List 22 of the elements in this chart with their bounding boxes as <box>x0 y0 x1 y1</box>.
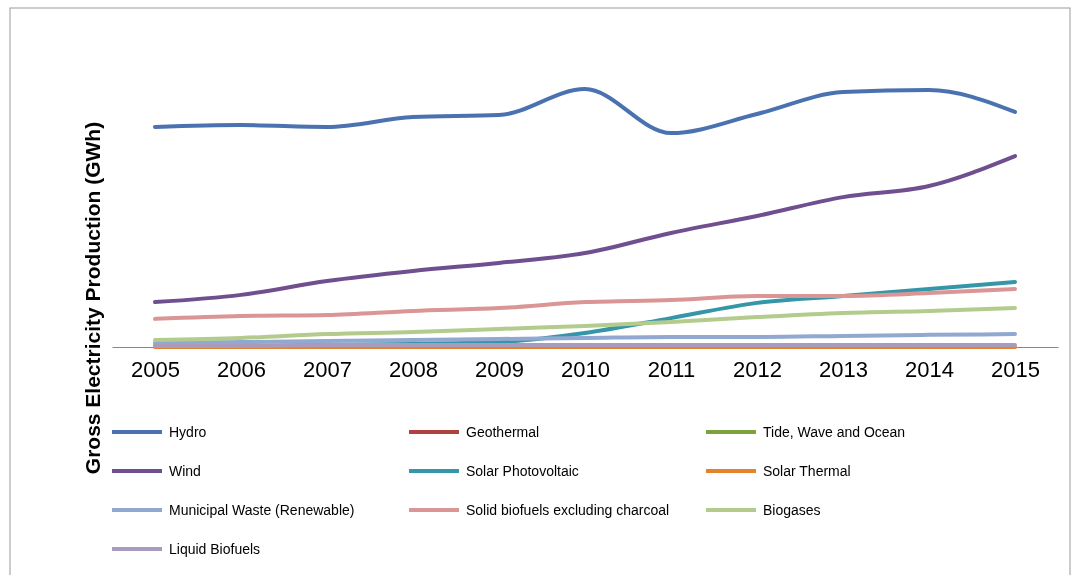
x-tick-label: 2012 <box>733 356 782 382</box>
legend-label: Solar Photovoltaic <box>466 463 579 479</box>
x-tick-label: 2009 <box>475 356 524 382</box>
x-tick-label: 2005 <box>131 356 180 382</box>
x-tick-label: 2008 <box>389 356 438 382</box>
legend-label: Solid biofuels excluding charcoal <box>466 502 670 518</box>
x-tick-label: 2007 <box>303 356 352 382</box>
legend-label: Solar Thermal <box>763 463 851 479</box>
x-tick-label: 2006 <box>217 356 266 382</box>
legend-label: Biogases <box>763 502 821 518</box>
x-tick-label: 2015 <box>991 356 1040 382</box>
x-tick-label: 2010 <box>561 356 610 382</box>
legend-label: Municipal Waste (Renewable) <box>169 502 355 518</box>
x-tick-label: 2011 <box>647 356 696 382</box>
x-tick-label: 2013 <box>819 356 868 382</box>
legend-label: Liquid Biofuels <box>169 541 261 557</box>
legend-label: Geothermal <box>466 424 540 440</box>
legend-label: Hydro <box>169 424 207 440</box>
y-axis-title: Gross Electricity Production (GWh) <box>81 121 104 475</box>
legend-label: Wind <box>169 463 201 479</box>
legend-label: Tide, Wave and Ocean <box>763 424 906 440</box>
x-tick-label: 2014 <box>905 356 954 382</box>
